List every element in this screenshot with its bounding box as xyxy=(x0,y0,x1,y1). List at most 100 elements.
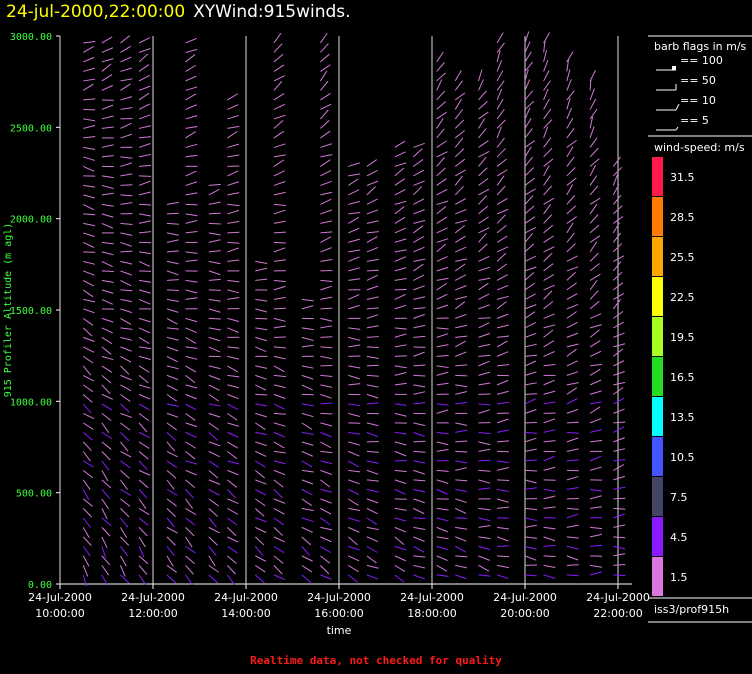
wind-barb xyxy=(524,304,537,310)
wind-barb xyxy=(413,263,424,272)
wind-barb xyxy=(454,92,466,101)
wind-barb xyxy=(543,455,555,462)
wind-barb xyxy=(478,564,490,572)
wind-barb xyxy=(543,32,551,44)
wind-barb xyxy=(436,403,449,406)
wind-barb xyxy=(413,148,423,158)
wind-barb xyxy=(543,390,556,395)
wind-barb xyxy=(436,51,444,63)
wind-barb xyxy=(496,208,509,215)
wind-barb xyxy=(138,289,151,294)
wind-barb xyxy=(273,143,286,148)
wind-barb xyxy=(166,336,179,341)
wind-barb xyxy=(255,498,266,507)
wind-barb xyxy=(138,536,146,548)
wind-barb xyxy=(348,189,360,196)
wind-barb xyxy=(413,545,425,553)
wind-barb xyxy=(254,574,265,584)
wind-barb xyxy=(166,441,176,452)
wind-barb xyxy=(227,412,238,421)
wind-barb xyxy=(227,143,240,148)
wind-barb xyxy=(394,344,407,348)
wind-barb xyxy=(208,469,219,479)
wind-barb xyxy=(497,335,510,338)
wind-barb xyxy=(524,128,533,139)
wind-barb xyxy=(273,53,284,63)
wind-barb xyxy=(613,421,626,424)
wind-barb xyxy=(273,259,286,262)
wind-barb xyxy=(543,488,556,492)
wind-barb xyxy=(273,64,285,72)
wind-barb xyxy=(320,236,332,243)
wind-barb xyxy=(413,374,426,377)
wind-barb xyxy=(120,308,133,314)
wind-barb xyxy=(478,205,489,215)
wind-barb xyxy=(227,355,240,360)
wind-barb xyxy=(413,469,425,475)
wind-barb xyxy=(82,355,94,364)
wind-barb xyxy=(478,167,488,177)
wind-barb xyxy=(524,51,532,63)
wind-barb xyxy=(455,296,468,300)
wind-barb xyxy=(208,239,221,243)
wind-barb xyxy=(138,412,149,422)
wind-barb xyxy=(366,526,379,531)
wind-barb xyxy=(496,466,509,471)
wind-barb xyxy=(394,267,407,272)
wind-barb xyxy=(138,527,148,537)
wind-barb xyxy=(524,322,536,329)
wind-barb xyxy=(101,317,114,323)
wind-barb xyxy=(320,565,330,575)
wind-barb xyxy=(101,298,114,305)
wind-barb xyxy=(413,431,425,437)
wind-barb xyxy=(613,215,624,224)
wind-barb xyxy=(436,216,448,224)
wind-barb xyxy=(273,498,286,504)
wind-barb xyxy=(348,201,361,205)
wind-barb xyxy=(101,289,114,294)
wind-barb xyxy=(589,533,602,538)
wind-barb xyxy=(82,46,94,53)
wind-barb xyxy=(273,81,283,91)
wind-barb xyxy=(394,206,405,215)
wind-barb xyxy=(208,555,216,567)
wind-barb xyxy=(254,469,265,479)
wind-barb xyxy=(166,250,179,253)
wind-barb xyxy=(120,470,130,479)
wind-barb xyxy=(185,498,194,509)
y-tick-label: 2500.00 xyxy=(10,123,52,134)
wind-barb xyxy=(454,185,464,196)
wind-barb xyxy=(366,479,379,482)
wind-barb xyxy=(348,383,361,386)
barb-half-feather-icon xyxy=(675,126,679,131)
wind-barb xyxy=(455,335,468,338)
wind-barb xyxy=(185,154,198,158)
wind-barb xyxy=(394,450,407,457)
wind-barb xyxy=(436,545,449,551)
wind-barb xyxy=(524,146,532,158)
wind-barb xyxy=(589,137,598,148)
wind-barb xyxy=(366,450,379,453)
wind-barb xyxy=(366,564,379,569)
wind-barb xyxy=(454,175,463,186)
wind-barb xyxy=(394,256,407,262)
y-tick-label: 0.00 xyxy=(28,580,52,591)
wind-barb xyxy=(455,246,467,253)
wind-barb xyxy=(166,384,178,391)
wind-barb xyxy=(543,175,551,186)
wind-barb xyxy=(454,109,464,120)
wind-barb xyxy=(101,58,114,63)
wind-barb xyxy=(273,307,286,310)
wind-barb xyxy=(454,235,466,243)
wind-barb xyxy=(138,403,150,411)
wind-barb xyxy=(320,555,331,564)
wind-barb xyxy=(366,307,379,310)
colorbar-label: 31.5 xyxy=(670,171,695,184)
wind-barb xyxy=(120,270,132,276)
wind-barb xyxy=(613,371,625,376)
wind-barb xyxy=(208,188,220,196)
wind-barb xyxy=(436,111,447,120)
wind-barb xyxy=(120,393,131,402)
wind-barb xyxy=(273,114,286,120)
wind-barb xyxy=(120,260,133,265)
